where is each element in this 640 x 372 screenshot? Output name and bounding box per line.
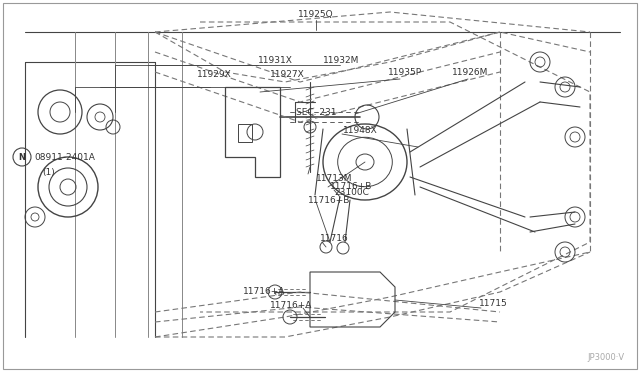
Text: 11932M: 11932M bbox=[323, 55, 360, 64]
Text: 11716: 11716 bbox=[320, 234, 349, 243]
Text: 11716+B: 11716+B bbox=[330, 182, 372, 190]
Text: 11715: 11715 bbox=[479, 299, 508, 308]
Text: 08911-2401A: 08911-2401A bbox=[34, 153, 95, 161]
Text: 11716+B: 11716+B bbox=[308, 196, 350, 205]
Text: N: N bbox=[19, 153, 26, 161]
Text: 11925Q: 11925Q bbox=[298, 10, 334, 19]
Bar bbox=[238, 124, 252, 142]
Text: JP3000·V: JP3000·V bbox=[588, 353, 625, 362]
Text: SEC. 231: SEC. 231 bbox=[296, 108, 337, 116]
Text: 11929X: 11929X bbox=[197, 70, 232, 78]
Text: 11716+A: 11716+A bbox=[243, 288, 285, 296]
Text: 11716+A: 11716+A bbox=[270, 301, 312, 311]
Text: 11926M: 11926M bbox=[452, 67, 488, 77]
Text: 11931X: 11931X bbox=[258, 55, 293, 64]
Text: 11948X: 11948X bbox=[343, 125, 378, 135]
Text: 23100C: 23100C bbox=[334, 187, 369, 196]
Text: 11713M: 11713M bbox=[316, 173, 353, 183]
Text: 11935P: 11935P bbox=[388, 67, 422, 77]
Text: 11927X: 11927X bbox=[270, 70, 305, 78]
Text: (1): (1) bbox=[42, 167, 55, 176]
